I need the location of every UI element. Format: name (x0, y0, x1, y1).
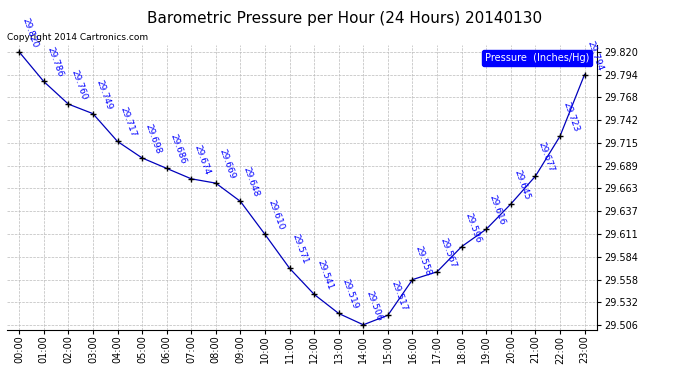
Text: 29.786: 29.786 (45, 46, 64, 79)
Text: 29.648: 29.648 (241, 166, 261, 199)
Text: 29.760: 29.760 (70, 69, 89, 101)
Legend: Pressure  (Inches/Hg): Pressure (Inches/Hg) (482, 50, 592, 66)
Text: 29.517: 29.517 (389, 280, 408, 312)
Text: 29.677: 29.677 (537, 141, 556, 173)
Text: 29.567: 29.567 (438, 236, 457, 269)
Text: 29.645: 29.645 (512, 169, 531, 201)
Text: 29.596: 29.596 (463, 211, 482, 244)
Text: 29.698: 29.698 (144, 123, 163, 155)
Text: 29.558: 29.558 (414, 244, 433, 277)
Text: 29.669: 29.669 (217, 148, 237, 180)
Text: 29.506: 29.506 (365, 290, 384, 322)
Text: 29.794: 29.794 (586, 39, 605, 72)
Text: 29.686: 29.686 (168, 133, 187, 166)
Text: 29.674: 29.674 (193, 144, 212, 176)
Text: 29.749: 29.749 (95, 78, 114, 111)
Text: Copyright 2014 Cartronics.com: Copyright 2014 Cartronics.com (7, 33, 148, 42)
Text: 29.616: 29.616 (488, 194, 507, 226)
Text: 29.723: 29.723 (562, 101, 580, 134)
Text: 29.820: 29.820 (21, 16, 40, 49)
Text: 29.571: 29.571 (291, 233, 310, 266)
Text: 29.610: 29.610 (266, 199, 286, 232)
Text: 29.519: 29.519 (340, 278, 359, 311)
Text: Barometric Pressure per Hour (24 Hours) 20140130: Barometric Pressure per Hour (24 Hours) … (148, 11, 542, 26)
Text: 29.717: 29.717 (119, 106, 138, 139)
Text: 29.541: 29.541 (315, 259, 335, 292)
